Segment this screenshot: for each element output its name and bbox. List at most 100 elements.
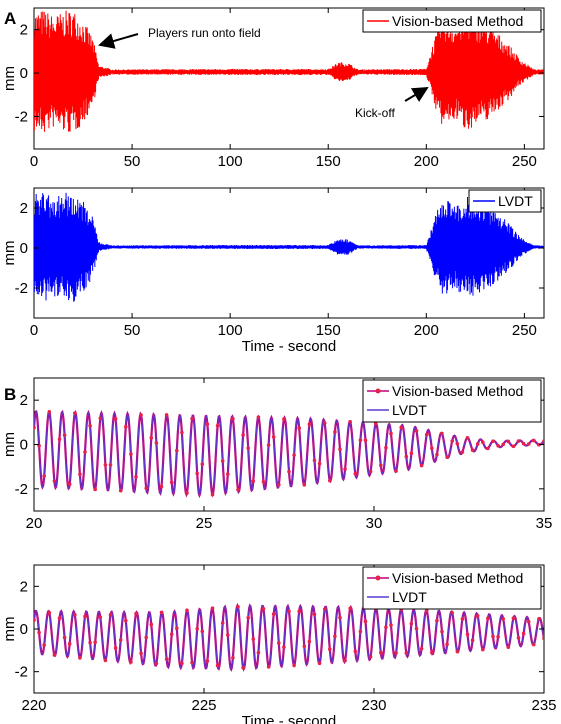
data-point	[67, 482, 72, 487]
y-axis-label: mm	[1, 617, 18, 642]
data-point	[236, 487, 240, 492]
data-point	[88, 424, 92, 428]
data-point	[62, 635, 67, 640]
data-point	[282, 417, 286, 421]
data-point	[455, 441, 460, 446]
x-tick-label: 30	[366, 515, 383, 532]
data-point	[57, 616, 62, 621]
data-point	[159, 610, 164, 615]
data-point	[445, 642, 449, 647]
data-point	[470, 638, 475, 643]
data-point	[328, 478, 332, 483]
data-point	[532, 642, 536, 647]
y-tick-label: 2	[20, 578, 28, 595]
data-point	[430, 650, 434, 655]
data-point	[287, 469, 291, 474]
data-point	[537, 442, 541, 447]
x-tick-label: 220	[21, 697, 46, 714]
data-point	[277, 641, 281, 645]
data-point	[404, 651, 409, 655]
data-point	[154, 441, 159, 445]
data-point	[103, 463, 108, 467]
data-point	[491, 439, 495, 443]
data-point	[271, 435, 276, 439]
data-point	[435, 452, 439, 457]
data-point	[93, 640, 97, 644]
x-tick-label: 50	[124, 153, 141, 170]
data-point	[175, 626, 179, 631]
x-tick-label: 150	[316, 322, 341, 339]
data-point	[282, 645, 286, 649]
data-point	[440, 629, 444, 634]
data-point	[455, 649, 460, 654]
data-point	[98, 416, 103, 421]
x-tick-label: 200	[414, 322, 439, 339]
data-point	[73, 411, 77, 416]
data-point	[52, 479, 57, 483]
data-point	[353, 649, 358, 654]
data-point	[491, 634, 495, 639]
data-point	[124, 424, 128, 429]
x-tick-label: 20	[26, 515, 43, 532]
data-point	[440, 431, 444, 436]
annotation-players: Players run onto field	[148, 26, 261, 40]
data-point	[67, 642, 72, 646]
data-point	[83, 450, 87, 454]
data-point	[159, 484, 164, 489]
legend-label: LVDT	[392, 402, 427, 418]
data-point	[271, 612, 276, 616]
data-point	[231, 656, 235, 660]
data-point	[83, 614, 87, 619]
legend-label: Vision-based Method	[392, 383, 523, 399]
y-tick-label: 0	[20, 65, 28, 82]
data-point	[226, 472, 230, 476]
data-point	[460, 450, 465, 454]
data-point	[404, 454, 409, 459]
data-point	[220, 459, 225, 463]
data-point	[297, 609, 302, 614]
data-point	[129, 660, 133, 664]
data-point	[379, 650, 383, 655]
data-point	[537, 617, 541, 621]
data-point	[37, 630, 41, 635]
legend-marker	[375, 388, 381, 394]
data-point	[134, 611, 138, 616]
data-point	[424, 432, 429, 437]
data-point	[292, 663, 296, 668]
y-tick-label: 0	[20, 621, 28, 638]
x-tick-label: 0	[30, 322, 38, 339]
series-line	[34, 10, 544, 132]
data-point	[149, 622, 154, 627]
data-point	[277, 482, 281, 487]
data-point	[419, 463, 424, 468]
y-tick-label: 2	[20, 200, 28, 217]
data-point	[118, 488, 123, 493]
data-point	[414, 626, 419, 631]
data-point	[394, 651, 398, 655]
panel-label: A	[4, 9, 16, 28]
y-axis-label: mm	[1, 66, 18, 91]
x-tick-label: 35	[536, 515, 553, 532]
data-point	[312, 458, 317, 463]
data-point	[328, 647, 332, 652]
data-point	[261, 606, 266, 611]
y-tick-label: 2	[20, 392, 28, 409]
data-point	[475, 442, 480, 446]
data-point	[149, 436, 154, 440]
data-point	[307, 639, 312, 644]
data-point	[297, 426, 302, 430]
data-point	[501, 442, 506, 447]
data-point	[139, 651, 143, 656]
data-point	[52, 653, 57, 657]
data-point	[424, 608, 429, 613]
data-point	[496, 634, 500, 639]
data-point	[414, 429, 419, 433]
data-point	[256, 650, 261, 655]
panel-1: A 0 50 100 150 200 250 2 0 -2 mm Vision-based Metho…	[1, 7, 545, 170]
data-point	[241, 433, 245, 437]
data-point	[103, 658, 108, 663]
data-point	[42, 474, 46, 478]
data-point	[215, 423, 220, 428]
y-tick-label: 0	[20, 240, 28, 257]
data-point	[88, 640, 92, 645]
